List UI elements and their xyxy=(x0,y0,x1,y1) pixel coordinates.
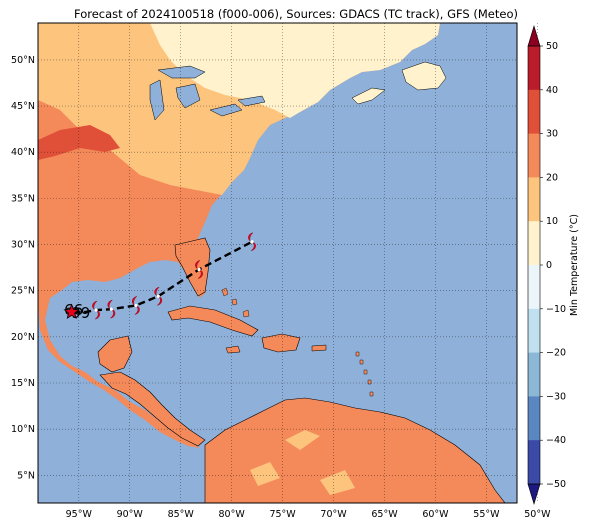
hurricane-icon xyxy=(248,232,256,251)
lat-tick-label: 40°N xyxy=(11,147,35,158)
bahamas xyxy=(221,287,250,318)
lon-tick-label: 85°W xyxy=(168,509,195,520)
map-title: Forecast of 2024100518 (f000-006), Sourc… xyxy=(74,7,518,21)
lat-tick-label: 50°N xyxy=(11,55,35,66)
hurricane-icon xyxy=(154,287,163,306)
colorbar: 50 40 30 20 10 0 −10 −20 −30 −40 −50 xyxy=(527,24,566,506)
colorbar-tick-label: 50 xyxy=(546,41,558,52)
puerto-rico xyxy=(311,344,327,352)
lon-tick-label: 50°W xyxy=(524,509,551,520)
lon-tick-label: 60°W xyxy=(422,509,449,520)
nova-scotia xyxy=(351,87,386,105)
colorbar-tick-label: −40 xyxy=(546,435,566,446)
star-icon xyxy=(63,303,80,319)
colorbar-segment xyxy=(528,46,540,91)
great-lakes xyxy=(149,65,266,121)
track-line xyxy=(73,240,253,315)
colorbar-label: Min Temperature (°C) xyxy=(569,214,580,316)
colorbar-tick-label: −10 xyxy=(546,304,566,315)
yucatan xyxy=(97,335,133,373)
lat-tick-label: 10°N xyxy=(11,424,35,435)
south-america-warm-patch xyxy=(250,430,355,495)
newfoundland xyxy=(401,61,447,91)
central-america xyxy=(99,371,206,447)
colorbar-tick-label: 20 xyxy=(546,172,558,183)
hurricane-icon xyxy=(107,299,116,319)
colorbar-segment xyxy=(528,177,540,222)
lat-tick-label: 35°N xyxy=(11,193,35,204)
lon-tick-label: 95°W xyxy=(66,509,93,520)
latitude-tick-labels: 5°N 10°N 15°N 20°N 25°N 30°N 35°N 40°N 45°N 50°N xyxy=(11,55,35,481)
colorbar-tick-label: 30 xyxy=(546,129,558,140)
lon-tick-label: 90°W xyxy=(117,509,144,520)
lat-tick-label: 30°N xyxy=(11,240,35,251)
colorbar-tick-label: −20 xyxy=(546,348,566,359)
colorbar-max-arrow xyxy=(527,24,541,47)
lon-tick-label: 70°W xyxy=(320,509,347,520)
cuba xyxy=(167,305,259,337)
lon-tick-label: 80°W xyxy=(219,509,246,520)
lat-tick-label: 5°N xyxy=(17,470,35,481)
jamaica xyxy=(225,345,241,354)
colorbar-segment xyxy=(528,440,540,485)
colorbar-segment xyxy=(528,265,540,310)
longitude-tick-labels: 95°W 90°W 85°W 80°W 75°W 70°W 65°W 60°W 55°W 50°W xyxy=(66,509,551,520)
colorbar-tick-label: −30 xyxy=(546,391,566,402)
colorbar-segment xyxy=(528,352,540,397)
colorbar-tick-label: −50 xyxy=(546,479,566,490)
lat-tick-label: 15°N xyxy=(11,378,35,389)
map-frame xyxy=(37,22,518,504)
colorbar-tick-label: 10 xyxy=(546,216,558,227)
colorbar-segment xyxy=(528,221,540,266)
colorbar-segment xyxy=(528,308,540,354)
colorbar-segment xyxy=(528,396,540,441)
colorbar-min-arrow xyxy=(527,483,541,506)
lon-tick-label: 75°W xyxy=(269,509,296,520)
colorbar-segment xyxy=(528,89,540,135)
colorbar-tick-label: 0 xyxy=(546,260,552,271)
hurricane-icon xyxy=(195,260,203,279)
south-america-land xyxy=(204,397,506,503)
colorbar-tick-label: 40 xyxy=(546,85,558,96)
lon-tick-label: 65°W xyxy=(371,509,398,520)
colorbar-segment xyxy=(528,133,540,178)
hispaniola xyxy=(261,333,301,353)
lat-tick-label: 25°N xyxy=(11,286,35,297)
lon-tick-label: 55°W xyxy=(473,509,500,520)
northern-cold-region xyxy=(150,23,440,118)
lat-tick-label: 20°N xyxy=(11,332,35,343)
hurricane-icon xyxy=(132,296,140,315)
plains-hot-band xyxy=(38,125,120,160)
lesser-antilles xyxy=(355,351,374,397)
lat-tick-label: 45°N xyxy=(11,101,35,112)
hurricane-icon xyxy=(92,300,100,320)
florida xyxy=(174,237,211,297)
tc-track: 6699 xyxy=(63,232,256,322)
